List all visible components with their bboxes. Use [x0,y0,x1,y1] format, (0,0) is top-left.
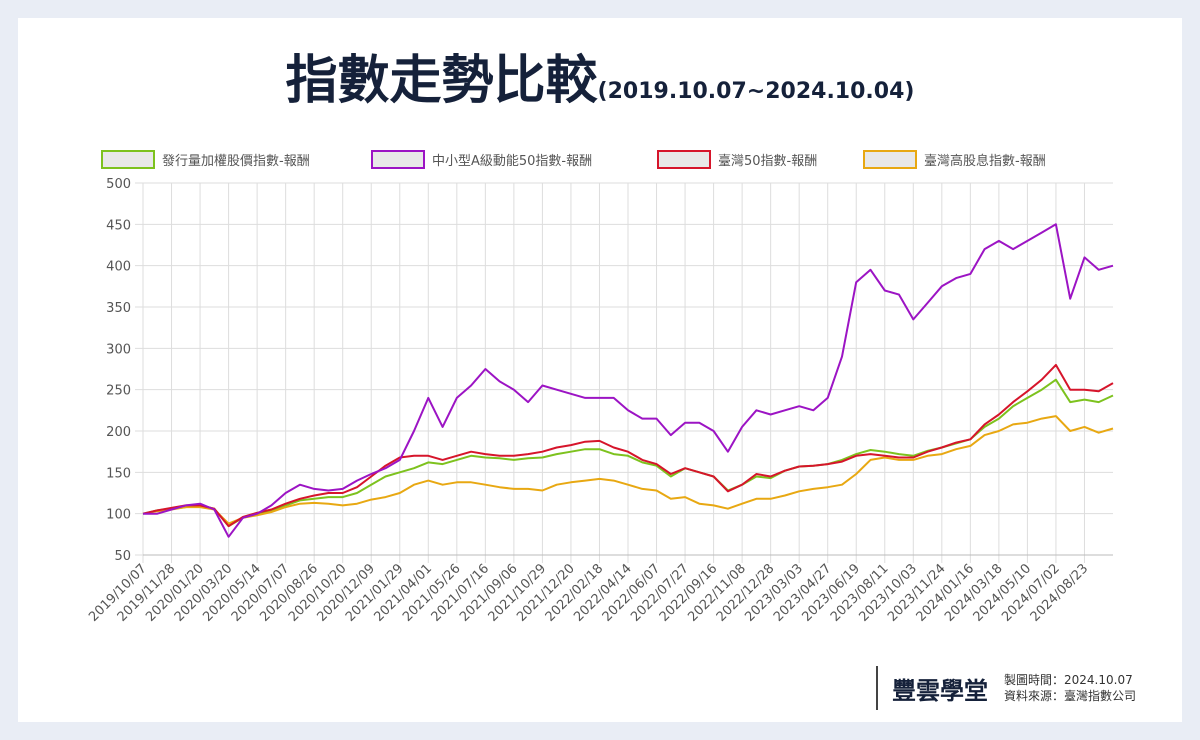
y-tick-label: 450 [106,218,131,233]
date: 製圖時間：2024.10.07 [1004,673,1133,687]
legend-swatch[interactable] [101,150,155,169]
y-tick-label: 150 [106,466,131,481]
legend-swatch[interactable] [371,150,425,169]
footer: 豐雲學堂 製圖時間：2024.10.07 資料來源：臺灣指數公司 [876,666,1136,710]
y-tick-label: 100 [106,508,131,523]
legend-swatch[interactable] [657,150,711,169]
series-line [143,223,1114,538]
series-line [142,415,1114,525]
y-tick-label: 400 [106,260,131,275]
legend-swatch[interactable] [863,150,917,169]
title: 指數走勢比較 [285,51,598,111]
series-line [142,363,1114,528]
y-tick-label: 250 [106,384,131,399]
y-tick-label: 500 [106,177,131,192]
y-tick-label: 300 [106,342,131,357]
legend-label[interactable]: 臺灣高股息指數-報酬 [924,153,1046,169]
y-tick-label: 200 [106,425,131,440]
logo: 豐雲學堂 [892,676,988,705]
title-block: 指數走勢比較(2019.10.07~2024.10.04) [0,38,1200,113]
source: 資料來源：臺灣指數公司 [1004,689,1137,703]
y-tick-label: 350 [106,301,131,316]
legend-label[interactable]: 臺灣50指數-報酬 [718,154,817,169]
legend-label[interactable]: 中小型A級動能50指數-報酬 [432,154,592,169]
meta: 製圖時間：2024.10.07 資料來源：臺灣指數公司 [1004,672,1136,704]
y-tick-label: 50 [114,549,131,564]
legend-label[interactable]: 發行量加權股價指數-報酬 [162,154,310,169]
subtitle: (2019.10.07~2024.10.04) [597,79,915,104]
card [18,18,1182,722]
